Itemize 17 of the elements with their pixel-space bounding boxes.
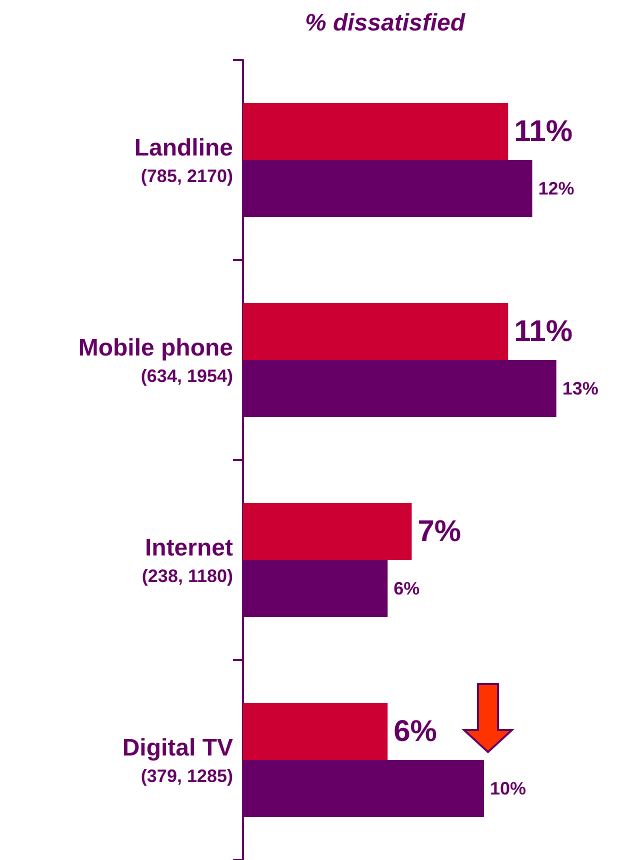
data-label: 6% <box>394 578 420 598</box>
y-tick-label: Landline (785, 2170) <box>134 134 233 186</box>
data-label: 11% <box>514 315 573 348</box>
y-tick-label: Internet (238, 1180) <box>142 534 233 586</box>
data-label: 10% <box>490 778 526 798</box>
bar <box>243 103 508 160</box>
chart-title: % dissatisfied <box>304 10 466 36</box>
data-label: 7% <box>418 515 462 548</box>
bar <box>243 703 388 760</box>
y-tick-label: Digital TV (379, 1285) <box>122 734 233 786</box>
data-label: 12% <box>538 178 574 198</box>
data-label: 11% <box>514 115 573 148</box>
data-label: 13% <box>562 378 598 398</box>
bar <box>243 503 412 560</box>
data-label: 6% <box>394 715 437 748</box>
y-tick-label: Mobile phone (634, 1954) <box>78 334 233 386</box>
bar <box>243 303 508 360</box>
